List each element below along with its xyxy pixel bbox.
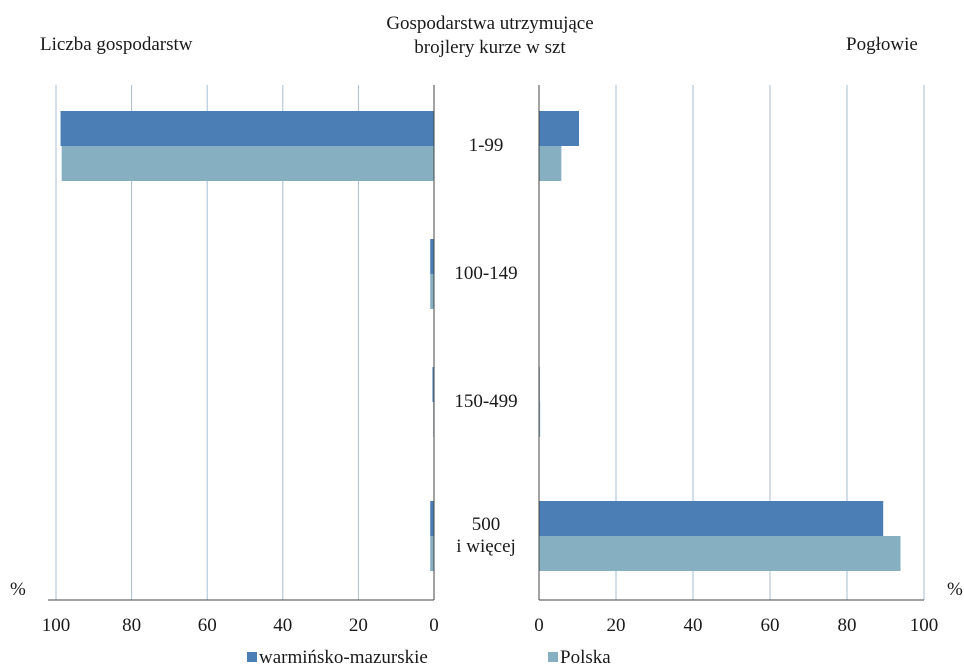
right-panel-title: Pogłowie xyxy=(846,34,918,55)
left-tick-label-80: 80 xyxy=(122,615,142,636)
right-tick-label-40: 40 xyxy=(683,615,703,636)
left-axis-unit: % xyxy=(10,579,26,600)
left-tick-label-0: 0 xyxy=(429,615,439,636)
left-panel-title: Liczba gospodarstw xyxy=(40,34,193,55)
left-tick-label-20: 20 xyxy=(348,615,368,636)
category-label-500-i-wiecej: 500 i więcej xyxy=(456,514,516,557)
chart-title-line-1: Gospodarstwa utrzymujące xyxy=(386,13,594,34)
chart-title-line-2: brojlery kurze w szt xyxy=(414,37,566,58)
left-bar-warminsko-mazurskie-150-499 xyxy=(432,367,434,402)
right-bar-warminsko-mazurskie-1-99 xyxy=(539,111,580,146)
legend-swatch-polska xyxy=(548,652,558,662)
right-bar-warminsko-mazurskie-500-i-wiecej xyxy=(539,501,884,536)
chart-title: Gospodarstwa utrzymujące brojlery kurze … xyxy=(360,12,620,60)
legend-swatch-warminsko-mazurskie xyxy=(247,652,257,662)
category-label-150-499: 150-499 xyxy=(454,391,518,412)
left-bar-warminsko-mazurskie-500-i-wiecej xyxy=(430,501,434,536)
legend-label-polska: Polska xyxy=(560,647,611,668)
legend-label-warminsko-mazurskie: warmińsko-mazurskie xyxy=(259,647,428,668)
left-bar-polska-100-149 xyxy=(430,274,434,309)
right-tick-label-60: 60 xyxy=(760,615,780,636)
legend-item-polska: Polska xyxy=(548,648,611,668)
legend-item-warminsko-mazurskie: warmińsko-mazurskie xyxy=(247,648,428,668)
right-tick-label-80: 80 xyxy=(837,615,857,636)
right-tick-label-0: 0 xyxy=(534,615,544,636)
right-tick-label-20: 20 xyxy=(606,615,626,636)
left-bar-warminsko-mazurskie-100-149 xyxy=(430,239,434,274)
left-bar-polska-500-i-wiecej xyxy=(430,536,434,571)
right-bar-polska-1-99 xyxy=(539,146,562,181)
right-tick-label-100: 100 xyxy=(909,615,939,636)
right-axis-unit: % xyxy=(947,579,963,600)
left-tick-label-40: 40 xyxy=(273,615,293,636)
category-label-1-99: 1-99 xyxy=(468,135,504,156)
category-label-100-149: 100-149 xyxy=(454,263,518,284)
legend: warmińsko-mazurskie Polska xyxy=(0,648,964,670)
right-bar-polska-500-i-wiecej xyxy=(539,536,901,571)
left-bar-warminsko-mazurskie-1-99 xyxy=(60,111,434,146)
left-tick-label-60: 60 xyxy=(197,615,217,636)
right-bar-polska-150-499 xyxy=(539,402,541,437)
left-bar-polska-1-99 xyxy=(61,146,435,181)
left-tick-label-100: 100 xyxy=(41,615,71,636)
